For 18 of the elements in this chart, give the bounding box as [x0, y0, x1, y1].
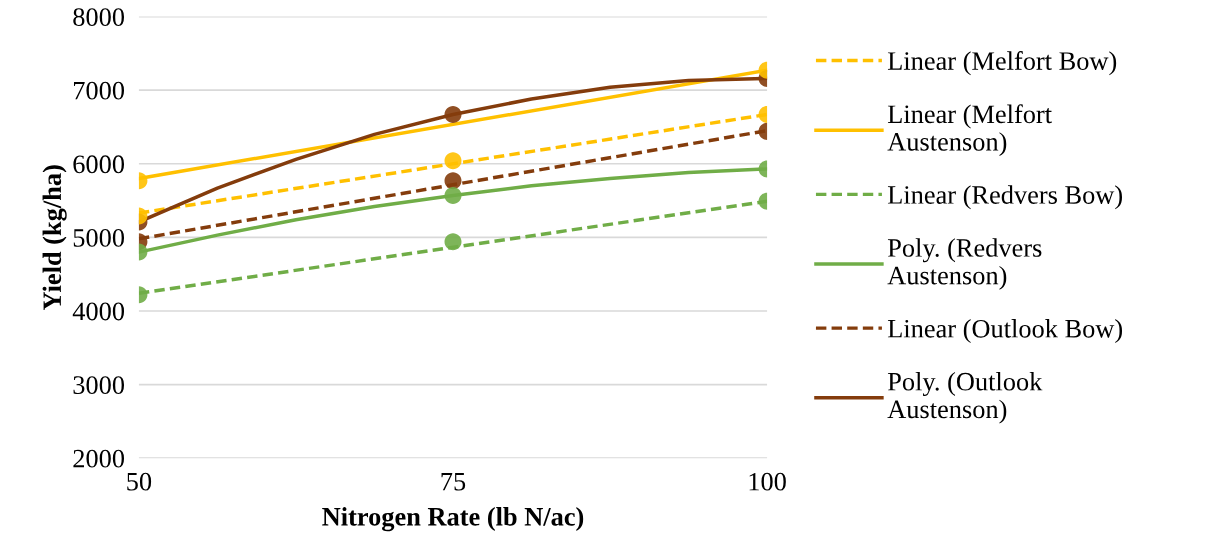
y-tick-label: 8000 — [73, 8, 125, 26]
y-tick-label: 3000 — [73, 376, 125, 394]
x-tick-label: 50 — [127, 472, 152, 491]
x-axis-title: Nitrogen Rate (lb N/ac) — [322, 507, 584, 532]
legend-label: Linear (Melfort Austenson) — [887, 104, 1052, 157]
x-tick-label: 100 — [749, 472, 786, 491]
x-tick-label: 75 — [441, 473, 466, 491]
y-tick-label: 7000 — [73, 81, 125, 100]
legend-label: Linear (Redvers Bow) — [887, 185, 1122, 210]
legend-label: Linear (Outlook Bow) — [887, 319, 1123, 343]
legend-label: Poly. (Redvers Austenson) — [887, 238, 1042, 290]
legend-label: Poly. (Outlook Austenson) — [887, 372, 1043, 424]
y-tick-label: 5000 — [73, 228, 125, 247]
y-tick-label: 6000 — [73, 155, 125, 174]
y-tick-label: 4000 — [72, 302, 125, 321]
y-axis-title: Yield (kg/ha) — [42, 165, 67, 311]
y-tick-label: 2000 — [73, 449, 125, 468]
legend-label: Linear (Melfort Bow) — [887, 51, 1117, 76]
